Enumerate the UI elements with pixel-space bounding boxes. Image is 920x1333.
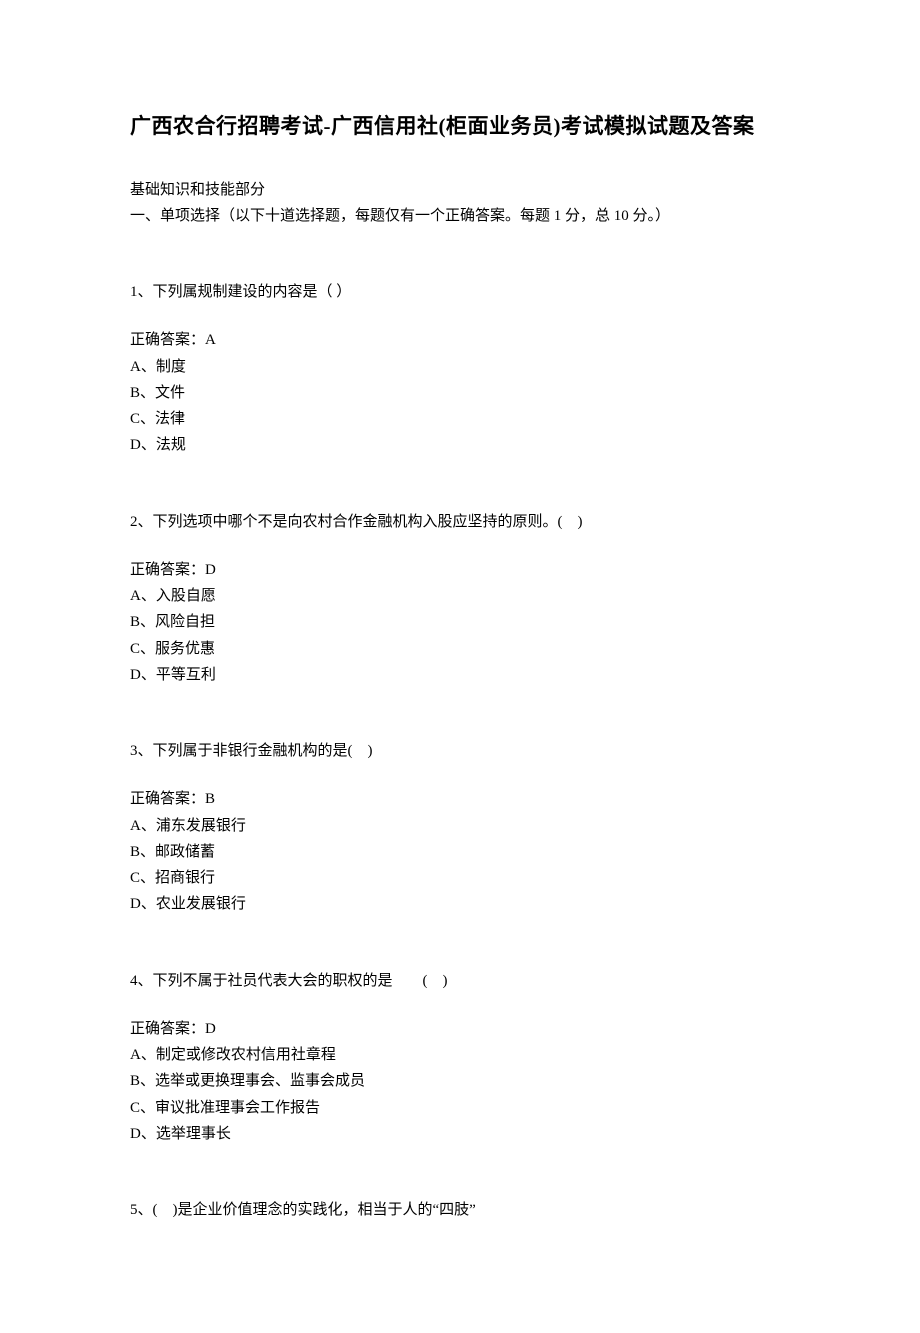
question-text: 2、下列选项中哪个不是向农村合作金融机构入股应坚持的原则。( ) xyxy=(130,509,790,535)
page-title: 广西农合行招聘考试-广西信用社(柜面业务员)考试模拟试题及答案 xyxy=(130,110,790,140)
answer-label: 正确答案：D xyxy=(130,557,790,583)
option-a: A、制定或修改农村信用社章程 xyxy=(130,1042,790,1068)
option-d: D、选举理事长 xyxy=(130,1121,790,1147)
answer-label: 正确答案：D xyxy=(130,1016,790,1042)
option-c: C、服务优惠 xyxy=(130,636,790,662)
option-d: D、法规 xyxy=(130,432,790,458)
option-a: A、入股自愿 xyxy=(130,583,790,609)
option-b: B、文件 xyxy=(130,380,790,406)
intro-line-2: 一、单项选择（以下十道选择题，每题仅有一个正确答案。每题 1 分，总 10 分。… xyxy=(130,204,790,230)
option-c: C、法律 xyxy=(130,406,790,432)
question-text: 3、下列属于非银行金融机构的是( ) xyxy=(130,738,790,764)
option-c: C、招商银行 xyxy=(130,865,790,891)
answer-label: 正确答案：A xyxy=(130,327,790,353)
option-d: D、农业发展银行 xyxy=(130,891,790,917)
option-a: A、浦东发展银行 xyxy=(130,813,790,839)
question-5: 5、( )是企业价值理念的实践化，相当于人的“四肢” xyxy=(130,1197,790,1223)
question-text: 5、( )是企业价值理念的实践化，相当于人的“四肢” xyxy=(130,1197,790,1223)
intro-section: 基础知识和技能部分 一、单项选择（以下十道选择题，每题仅有一个正确答案。每题 1… xyxy=(130,178,790,229)
question-3: 3、下列属于非银行金融机构的是( ) 正确答案：B A、浦东发展银行 B、邮政储… xyxy=(130,738,790,918)
question-text: 4、下列不属于社员代表大会的职权的是 ( ) xyxy=(130,968,790,994)
option-c: C、审议批准理事会工作报告 xyxy=(130,1095,790,1121)
question-1: 1、下列属规制建设的内容是（ ） 正确答案：A A、制度 B、文件 C、法律 D… xyxy=(130,279,790,459)
option-b: B、选举或更换理事会、监事会成员 xyxy=(130,1068,790,1094)
intro-line-1: 基础知识和技能部分 xyxy=(130,178,790,204)
question-4: 4、下列不属于社员代表大会的职权的是 ( ) 正确答案：D A、制定或修改农村信… xyxy=(130,968,790,1148)
option-b: B、邮政储蓄 xyxy=(130,839,790,865)
option-a: A、制度 xyxy=(130,354,790,380)
document-page: 广西农合行招聘考试-广西信用社(柜面业务员)考试模拟试题及答案 基础知识和技能部… xyxy=(0,0,920,1333)
option-d: D、平等互利 xyxy=(130,662,790,688)
answer-label: 正确答案：B xyxy=(130,786,790,812)
option-b: B、风险自担 xyxy=(130,609,790,635)
question-2: 2、下列选项中哪个不是向农村合作金融机构入股应坚持的原则。( ) 正确答案：D … xyxy=(130,509,790,689)
question-text: 1、下列属规制建设的内容是（ ） xyxy=(130,279,790,305)
